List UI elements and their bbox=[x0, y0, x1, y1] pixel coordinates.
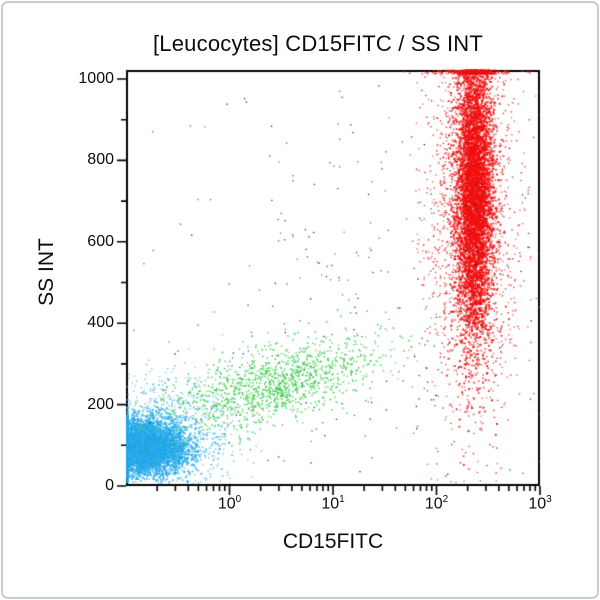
y-tick-label: 0 bbox=[105, 477, 114, 494]
chart-title: [Leucocytes] CD15FITC / SS INT bbox=[153, 31, 483, 56]
x-tick-label: 103 bbox=[528, 494, 552, 513]
y-tick-label: 1000 bbox=[78, 70, 114, 87]
y-tick-label: 400 bbox=[87, 314, 114, 332]
x-axis-label: CD15FITC bbox=[282, 530, 384, 553]
x-tick-label: 101 bbox=[321, 494, 345, 513]
x-tick-label: 102 bbox=[424, 494, 449, 513]
y-tick-label: 600 bbox=[87, 232, 114, 250]
y-tick-label: 200 bbox=[87, 395, 114, 413]
y-tick-label: 800 bbox=[87, 151, 114, 169]
x-tick-label: 100 bbox=[217, 494, 242, 513]
